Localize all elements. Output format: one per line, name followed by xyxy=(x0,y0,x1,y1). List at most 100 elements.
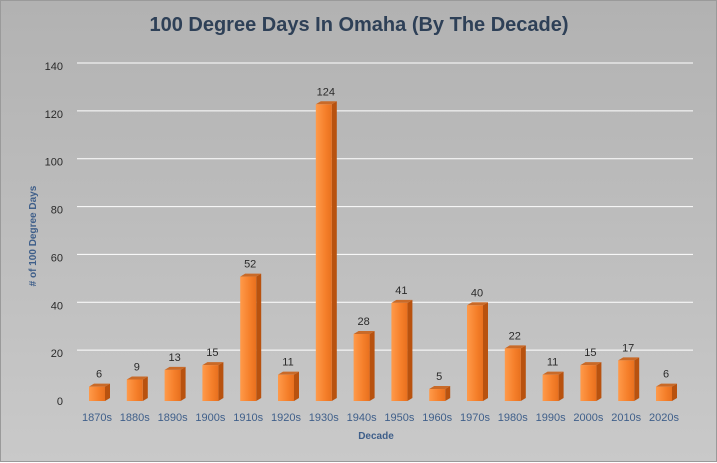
bar-front xyxy=(240,276,257,401)
bar-top xyxy=(315,101,337,105)
bar-top xyxy=(542,371,564,375)
bar-side xyxy=(369,331,375,401)
bar-top xyxy=(618,357,640,361)
bar-side xyxy=(294,371,299,401)
data-label: 17 xyxy=(622,342,634,354)
bar-front xyxy=(353,334,370,401)
bar xyxy=(164,366,186,401)
y-axis-title: # of 100 Degree Days xyxy=(28,185,39,286)
bar-top xyxy=(89,383,110,387)
data-label: 6 xyxy=(96,369,102,381)
y-tick-label: 120 xyxy=(45,109,63,121)
data-label: 11 xyxy=(547,357,558,369)
bar-front xyxy=(164,369,181,401)
x-axis-title: Decade xyxy=(358,431,394,442)
x-tick-label: 1880s xyxy=(120,412,150,424)
bar-front xyxy=(542,374,559,401)
bar-front xyxy=(126,379,143,401)
x-tick-label: 1950s xyxy=(384,412,414,424)
x-tick-label: 1970s xyxy=(460,412,490,424)
bar-side xyxy=(445,386,451,401)
data-label: 124 xyxy=(317,86,335,98)
bar-top xyxy=(164,366,186,370)
bar-side xyxy=(672,383,677,401)
x-tick-label: 2010s xyxy=(611,412,641,424)
x-tick-label: 1940s xyxy=(347,412,377,424)
bar-side xyxy=(407,299,413,401)
bar-side xyxy=(483,302,488,401)
x-tick-label: 1990s xyxy=(536,412,566,424)
y-tick-label: 0 xyxy=(57,396,63,408)
x-axis-ticks: 1870s 1880s 1890s 1900s 1910s 1920s 1930s 1940s… xyxy=(82,412,679,424)
data-label: 9 xyxy=(134,361,140,373)
x-tick-label: 1870s xyxy=(82,412,112,424)
bar-side xyxy=(520,345,526,401)
x-tick-label: 1930s xyxy=(309,412,339,424)
x-tick-label: 2020s xyxy=(649,412,679,424)
y-tick-label: 100 xyxy=(45,157,63,169)
bar-front xyxy=(89,386,105,401)
bar-top xyxy=(278,371,299,375)
bars xyxy=(89,101,677,402)
data-label: 6 xyxy=(663,369,669,381)
bar-top xyxy=(580,362,602,366)
x-tick-label: 1890s xyxy=(158,412,188,424)
x-tick-label: 1900s xyxy=(195,412,225,424)
bar-front xyxy=(429,389,446,401)
bar-front xyxy=(278,374,294,401)
data-label: 41 xyxy=(395,285,407,297)
bar xyxy=(315,101,337,402)
y-tick-label: 60 xyxy=(51,252,63,264)
bar xyxy=(202,362,224,401)
bar xyxy=(353,331,375,401)
bar xyxy=(467,302,488,401)
bar-top xyxy=(467,302,488,306)
y-tick-label: 80 xyxy=(51,205,63,217)
bar-front xyxy=(315,104,332,402)
bar-side xyxy=(180,366,186,401)
x-tick-label: 1920s xyxy=(271,412,301,424)
bar-side xyxy=(218,362,224,401)
data-label: 5 xyxy=(436,371,442,383)
x-tick-label: 2000s xyxy=(573,412,603,424)
x-tick-label: 1910s xyxy=(233,412,263,424)
bar xyxy=(542,371,564,401)
bar-front xyxy=(391,302,408,401)
bar-top xyxy=(656,383,677,387)
data-label: 28 xyxy=(357,316,369,328)
bar-side xyxy=(634,357,640,401)
bar-side xyxy=(105,383,110,401)
bar-side xyxy=(256,273,262,401)
bar-top xyxy=(126,376,148,380)
bar-side xyxy=(331,101,337,402)
x-tick-label: 1960s xyxy=(422,412,452,424)
bar-top xyxy=(429,386,451,390)
bar-top xyxy=(504,345,526,349)
bar xyxy=(656,383,677,401)
bar-top xyxy=(391,299,413,303)
data-label: 15 xyxy=(584,347,596,359)
y-tick-label: 140 xyxy=(45,61,63,73)
data-label: 22 xyxy=(509,330,521,342)
bar xyxy=(504,345,526,401)
data-label: 11 xyxy=(282,357,293,369)
bar xyxy=(278,371,299,401)
bar-front xyxy=(580,365,597,401)
gridlines xyxy=(77,62,693,351)
x-tick-label: 1980s xyxy=(498,412,528,424)
y-tick-label: 20 xyxy=(51,348,63,360)
bar-side xyxy=(596,362,602,401)
bar-side xyxy=(558,371,564,401)
data-label: 15 xyxy=(206,347,218,359)
bar-front xyxy=(202,365,219,401)
bar xyxy=(618,357,640,401)
bar xyxy=(240,273,262,401)
bar-top xyxy=(240,273,262,277)
bar-top xyxy=(202,362,224,366)
data-labels: 6 9 13 15 52 11 124 28 41 5 40 22 11 15 17 6 xyxy=(96,86,669,383)
chart-title: 100 Degree Days In Omaha (By The Decade) xyxy=(149,14,568,36)
y-axis-ticks: 0 20 40 60 80 100 120 140 xyxy=(45,61,63,408)
bar-top xyxy=(353,331,375,334)
